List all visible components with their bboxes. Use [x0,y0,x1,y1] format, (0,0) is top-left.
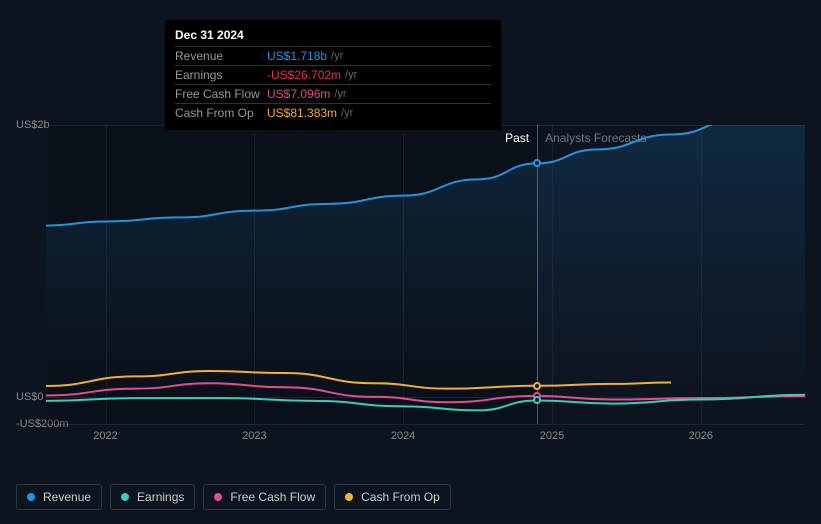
tooltip-metric-value: US$81.383m [267,106,337,120]
x-axis-tick: 2022 [93,430,117,442]
y-axis-tick: US$0 [16,391,44,403]
chart-plot-area[interactable]: Past Analysts Forecasts [46,125,805,424]
legend-item-free-cash-flow[interactable]: Free Cash Flow [203,484,326,510]
tooltip-metric-label: Free Cash Flow [175,87,267,101]
x-axis-tick: 2025 [540,430,564,442]
marker-earnings [533,396,541,404]
legend-label: Cash From Op [361,490,440,504]
legend-dot-icon [27,493,35,501]
series-line-earnings [46,395,805,411]
series-fill-revenue [46,125,805,397]
tooltip-row: Earnings-US$26.702m/yr [175,65,491,84]
financials-chart[interactable]: US$2bUS$0-US$200m Past Analysts Forecast… [16,125,805,484]
tooltip-rows: RevenueUS$1.718b/yrEarnings-US$26.702m/y… [175,46,491,122]
tooltip-metric-unit: /yr [334,88,346,100]
chart-tooltip: Dec 31 2024 RevenueUS$1.718b/yrEarnings-… [165,20,501,130]
legend-dot-icon [345,493,353,501]
tooltip-metric-unit: /yr [331,50,343,62]
y-axis-tick: US$2b [16,119,50,131]
legend-dot-icon [214,493,222,501]
legend-label: Revenue [43,490,91,504]
legend-item-earnings[interactable]: Earnings [110,484,195,510]
marker-cashfromop [533,382,541,390]
tooltip-metric-label: Earnings [175,68,267,82]
legend-item-revenue[interactable]: Revenue [16,484,102,510]
legend-label: Free Cash Flow [230,490,315,504]
legend-item-cash-from-op[interactable]: Cash From Op [334,484,451,510]
legend: Revenue Earnings Free Cash Flow Cash From O… [16,484,451,510]
tooltip-metric-label: Revenue [175,49,267,63]
tooltip-metric-value: US$1.718b [267,49,327,63]
tooltip-metric-value: US$7.096m [267,87,330,101]
legend-label: Earnings [137,490,184,504]
tooltip-metric-value: -US$26.702m [267,68,341,82]
x-axis-tick: 2026 [689,430,713,442]
x-axis-tick: 2023 [242,430,266,442]
tooltip-metric-label: Cash From Op [175,106,267,120]
tooltip-metric-unit: /yr [341,107,353,119]
chart-svg [46,125,805,424]
legend-dot-icon [121,493,129,501]
tooltip-date: Dec 31 2024 [175,28,491,46]
gridline-horizontal [46,424,805,425]
tooltip-row: RevenueUS$1.718b/yr [175,46,491,65]
x-axis-tick: 2024 [391,430,415,442]
tooltip-metric-unit: /yr [345,69,357,81]
tooltip-row: Cash From OpUS$81.383m/yr [175,103,491,122]
tooltip-row: Free Cash FlowUS$7.096m/yr [175,84,491,103]
marker-revenue [533,159,541,167]
